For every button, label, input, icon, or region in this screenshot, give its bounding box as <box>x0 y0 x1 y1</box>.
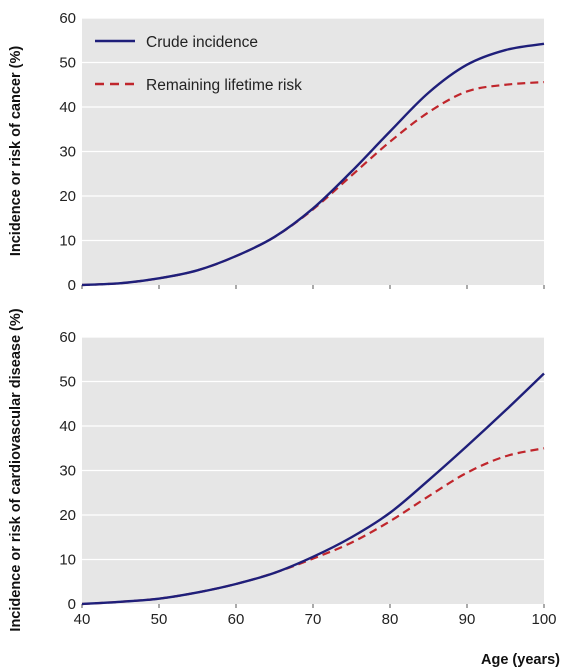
y-tick-label: 0 <box>68 277 76 294</box>
legend-risk-label: Remaining lifetime risk <box>146 77 302 94</box>
y-tick-label: 30 <box>59 463 76 480</box>
top-series-lines <box>81 42 545 287</box>
x-tick-label: 70 <box>305 611 322 628</box>
bottom-series-lines <box>81 372 545 606</box>
y-tick-label: 40 <box>59 99 76 116</box>
y-tick-label: 20 <box>59 188 76 205</box>
y-tick-label: 40 <box>59 418 76 435</box>
crude-incidence-line <box>81 372 545 606</box>
y-tick-label: 0 <box>68 596 76 613</box>
x-tick-label: 90 <box>459 611 476 628</box>
y-tick-label: 50 <box>59 374 76 391</box>
x-tick-label: 50 <box>151 611 168 628</box>
x-tick-label: 80 <box>382 611 399 628</box>
legend-crude-label: Crude incidence <box>146 34 258 51</box>
y-tick-label: 60 <box>59 10 76 27</box>
crude-incidence-line <box>81 42 545 287</box>
y-tick-label: 10 <box>59 233 76 250</box>
x-axis-label: Age (years) <box>481 652 560 667</box>
legend: Crude incidence Remaining lifetime risk <box>95 34 302 94</box>
x-tick-label: 40 <box>74 611 91 628</box>
top-panel: 0 10 20 30 40 50 60 Incidence or risk of cance… <box>8 10 545 294</box>
bottom-panel: 0 10 20 30 40 50 60 40 50 60 70 80 90 100 Incidence … <box>8 308 557 631</box>
bottom-y-axis-label: Incidence or risk of cardiovascular dise… <box>8 308 24 631</box>
y-tick-label: 50 <box>59 55 76 72</box>
bottom-y-tick-labels: 0 10 20 30 40 50 60 <box>59 329 76 613</box>
top-y-tick-labels: 0 10 20 30 40 50 60 <box>59 10 76 294</box>
x-tick-label: 60 <box>228 611 245 628</box>
remaining-lifetime-risk-line <box>81 447 545 606</box>
y-tick-label: 30 <box>59 144 76 161</box>
y-tick-label: 10 <box>59 552 76 569</box>
y-tick-label: 60 <box>59 329 76 346</box>
x-tick-label: 100 <box>531 611 556 628</box>
bottom-x-tick-labels: 40 50 60 70 80 90 100 <box>74 604 557 628</box>
top-gridlines <box>82 17 544 242</box>
top-y-axis-label: Incidence or risk of cancer (%) <box>8 46 24 256</box>
top-x-tick-marks <box>81 285 545 289</box>
y-tick-label: 20 <box>59 507 76 524</box>
